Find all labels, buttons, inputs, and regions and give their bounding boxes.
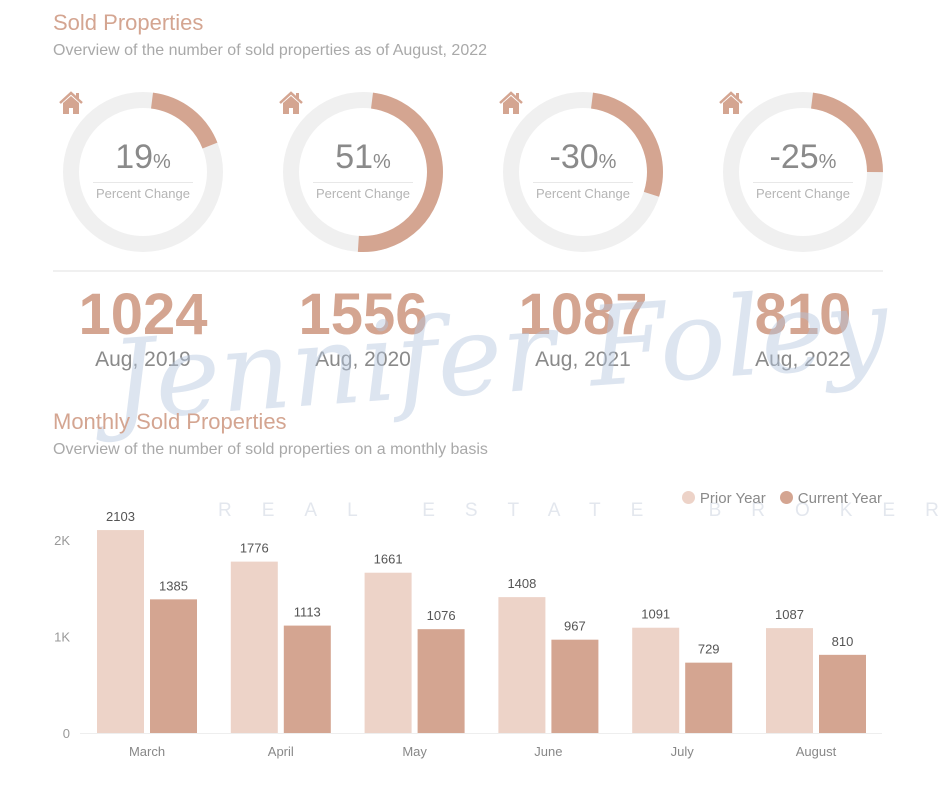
gauge-divider [533,182,633,183]
page-subtitle: Overview of the number of sold propertie… [53,42,488,59]
legend-label-prior: Prior Year [699,490,766,507]
gauge-value: 19% [115,138,171,176]
bar-prior-year [364,572,412,733]
bar-prior-year [632,627,680,733]
gauge-fill [63,92,223,252]
bar-value-label: 2103 [106,509,135,524]
gauge-value: 51% [335,138,391,176]
gauge-divider [753,182,853,183]
gauge-label: Percent Change [756,186,850,201]
x-tick-label: June [534,744,562,759]
bar-current-year [417,629,465,733]
x-tick-label: April [268,744,294,759]
bar-value-label: 1661 [374,552,403,567]
sold-count-stat: 810 Aug, 2022 [703,282,903,372]
bar-current-year [150,599,197,733]
bar-current-year [685,662,733,733]
bar-value-label: 1385 [159,578,188,593]
bar-current-year [819,654,866,733]
bar-value-label: 729 [698,642,720,657]
watermark-tagline: REAL ESTATE BROKER [218,500,940,521]
sold-date: Aug, 2019 [95,348,191,371]
chart-title: Monthly Sold Properties [53,409,287,434]
gauge-track [63,92,223,252]
bar-prior-year [230,561,278,733]
bar-prior-year [766,628,813,733]
sold-date: Aug, 2020 [315,348,411,371]
legend-label-current: Current Year [797,490,882,507]
bar-current-year [551,639,599,733]
bar-value-label: 1091 [641,607,670,622]
percent-change-gauge: -25% Percent Change [718,90,888,260]
x-tick-label: July [671,744,695,759]
bar-prior-year [498,597,546,733]
house-icon [278,90,304,116]
bar-value-label: 1087 [775,607,804,622]
gauge-label: Percent Change [536,186,630,201]
legend-item-current[interactable]: Current Year [779,490,882,507]
gauge-fill [503,92,663,252]
gauge-divider [313,182,413,183]
bar-chart: 0 1K 2K 2103 1385 March 1776 1113 April 1661 1076 M… [54,509,882,759]
bar-prior-year [97,530,144,733]
percent-change-gauge: 51% Percent Change [278,90,448,260]
bar-value-label: 1776 [240,541,269,556]
legend-item-prior[interactable]: Prior Year [681,490,766,507]
sold-count: 810 [754,282,852,347]
sold-count: 1087 [518,282,648,347]
y-tick-label: 0 [63,726,70,741]
sold-count: 1556 [298,282,428,347]
x-tick-label: May [402,744,427,759]
gauge-label: Percent Change [316,186,410,201]
gauge-label: Percent Change [96,186,190,201]
gauge-divider [93,182,193,183]
gauge-ring [503,92,663,252]
y-tick-label: 1K [54,630,70,645]
bar-value-label: 1076 [427,608,456,623]
house-icon [498,90,524,116]
chart-subtitle: Overview of the number of sold propertie… [53,441,488,458]
divider [53,270,883,272]
x-tick-label: March [129,744,165,759]
gauge-value: -30% [549,138,617,176]
house-icon [718,90,744,116]
percent-change-gauge: -30% Percent Change [498,90,668,260]
bar-value-label: 967 [564,619,586,634]
chart-legend: Prior Year Current Year [681,490,882,507]
sold-count-stat: 1556 Aug, 2020 [263,282,463,372]
bar-current-year [283,625,331,733]
house-icon [58,90,84,116]
bar-value-label: 1408 [507,576,536,591]
page-title: Sold Properties [53,10,204,35]
legend-dot-current [779,491,793,504]
sold-count-stat: 1024 Aug, 2019 [43,282,243,372]
gauge-fill [723,92,883,252]
y-tick-label: 2K [54,533,70,548]
gauge-fill [283,92,443,252]
gauge-ring [723,92,883,252]
gauge-value: -25% [769,138,837,176]
legend-dot-prior [681,491,695,504]
sold-date: Aug, 2021 [535,348,631,371]
gauge-ring [283,92,443,252]
sold-date: Aug, 2022 [755,348,851,371]
x-tick-label: August [796,744,837,759]
sold-count-stat: 1087 Aug, 2021 [483,282,683,372]
bar-value-label: 810 [832,634,854,649]
gauge-ring [63,92,223,252]
sold-count: 1024 [78,282,208,347]
bar-value-label: 1113 [294,605,321,620]
percent-change-gauge: 19% Percent Change [58,90,228,260]
